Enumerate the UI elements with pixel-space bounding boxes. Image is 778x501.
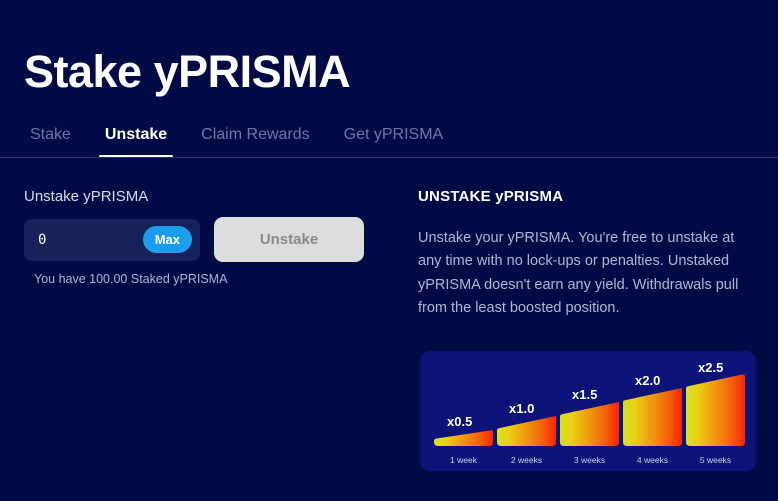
boost-week-labels: 1 week 2 weeks 3 weeks 4 weeks 5 weeks [450, 455, 731, 465]
boost-chart-svg: x0.5 x1.0 x1.5 x2.0 x2.5 1 week 2 weeks … [434, 360, 745, 465]
boost-label-5: x2.5 [698, 360, 723, 375]
tab-stake[interactable]: Stake [24, 125, 77, 158]
unstake-submit-button[interactable]: Unstake [214, 217, 364, 262]
info-panel: UNSTAKE yPRISMA Unstake your yPRISMA. Yo… [410, 158, 778, 501]
page-title: Stake yPRISMA [24, 46, 351, 98]
boost-week-5: 5 weeks [700, 455, 731, 465]
boost-bar-4 [623, 388, 682, 446]
unstake-form-label: Unstake yPRISMA [24, 188, 149, 205]
boost-label-1: x0.5 [447, 414, 472, 429]
boost-week-1: 1 week [450, 455, 478, 465]
boost-label-3: x1.5 [572, 387, 597, 402]
boost-multiplier-labels: x0.5 x1.0 x1.5 x2.0 x2.5 [447, 360, 723, 429]
boost-label-4: x2.0 [635, 373, 660, 388]
tab-unstake[interactable]: Unstake [98, 125, 174, 158]
staked-balance-note: You have 100.00 Staked yPRISMA [34, 272, 228, 286]
info-body-text: Unstake your yPRISMA. You're free to uns… [418, 230, 739, 317]
boost-bar-5 [686, 374, 745, 446]
tab-bar: Stake Unstake Claim Rewards Get yPRISMA [24, 118, 449, 158]
tab-divider [0, 157, 778, 158]
boost-week-3: 3 weeks [574, 455, 605, 465]
boost-multiplier-chart: x0.5 x1.0 x1.5 x2.0 x2.5 1 week 2 weeks … [420, 351, 756, 471]
boost-label-2: x1.0 [509, 401, 534, 416]
unstake-form-row: Max Unstake [24, 217, 386, 262]
info-heading: UNSTAKE yPRISMA [418, 188, 564, 205]
main-content: Unstake yPRISMA Max Unstake You have 100… [0, 158, 778, 501]
boost-bar-2 [497, 416, 556, 446]
boost-bars-group [434, 374, 745, 446]
tab-get-yprisma[interactable]: Get yPRISMA [338, 125, 450, 158]
tab-claim-rewards[interactable]: Claim Rewards [195, 125, 315, 158]
boost-week-2: 2 weeks [511, 455, 542, 465]
boost-bar-3 [560, 402, 619, 446]
boost-bar-1 [434, 430, 493, 446]
unstake-form-panel: Unstake yPRISMA Max Unstake You have 100… [0, 158, 410, 501]
boost-week-4: 4 weeks [637, 455, 668, 465]
max-button[interactable]: Max [142, 225, 192, 253]
amount-input-wrapper: Max [24, 218, 200, 261]
